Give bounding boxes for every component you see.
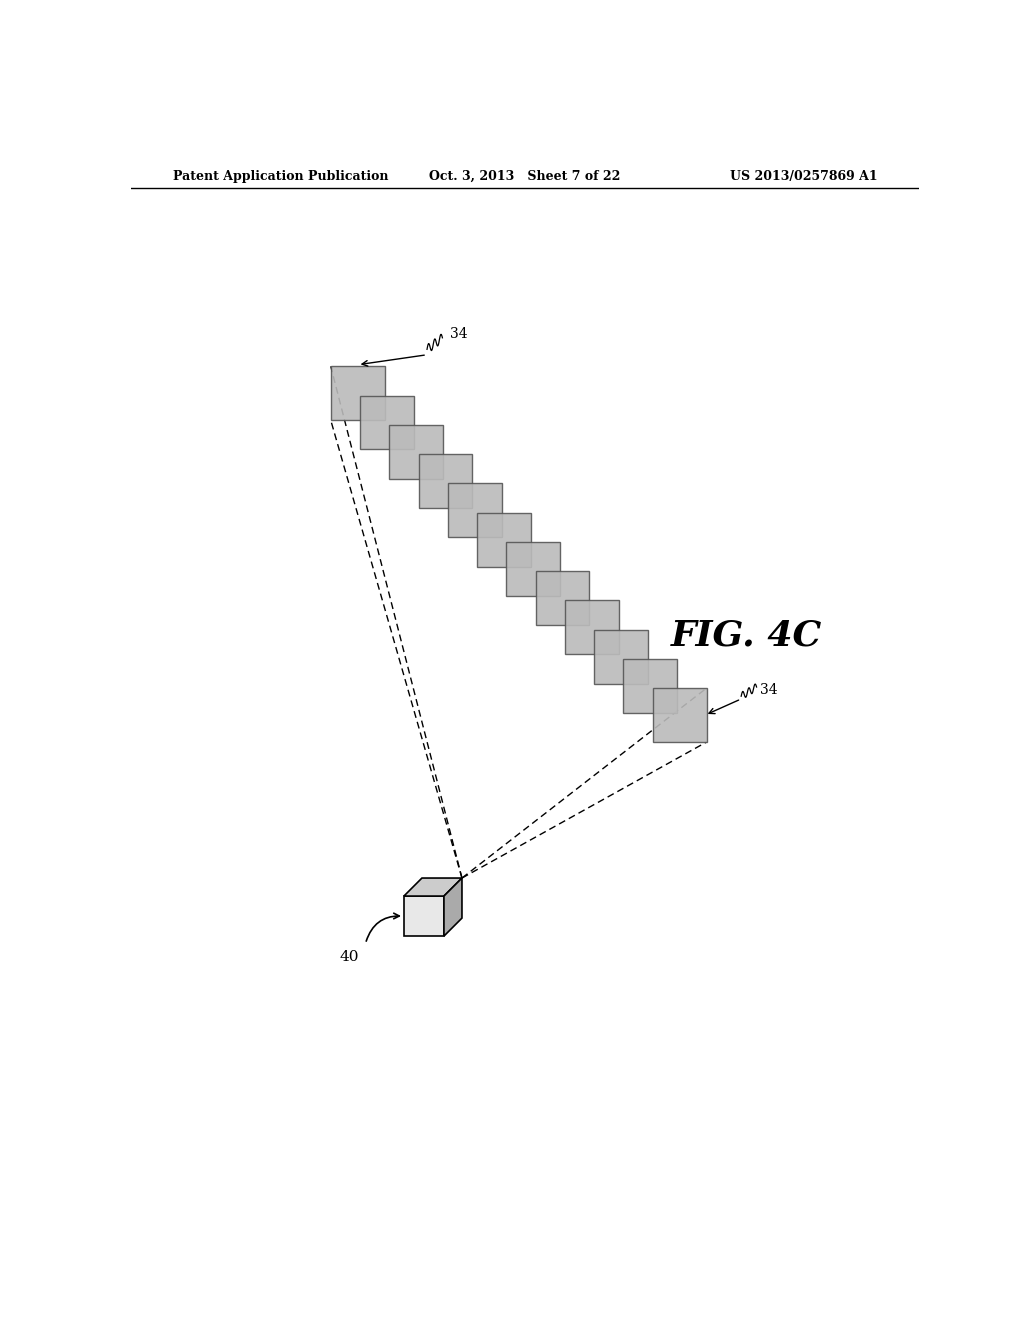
Bar [652, 688, 707, 742]
Text: 34: 34 [761, 682, 778, 697]
Bar [536, 572, 590, 626]
Bar [624, 659, 677, 713]
Polygon shape [403, 878, 462, 896]
Bar [403, 896, 444, 936]
Text: Oct. 3, 2013   Sheet 7 of 22: Oct. 3, 2013 Sheet 7 of 22 [429, 170, 621, 183]
Text: 40: 40 [340, 950, 359, 964]
Bar [447, 483, 502, 537]
Text: Patent Application Publication: Patent Application Publication [173, 170, 388, 183]
Bar [389, 425, 443, 479]
Bar [506, 541, 560, 595]
Text: US 2013/0257869 A1: US 2013/0257869 A1 [730, 170, 878, 183]
Bar [360, 396, 414, 450]
Text: FIG. 4C: FIG. 4C [671, 619, 822, 653]
Bar [565, 601, 618, 655]
Bar [419, 454, 472, 508]
Polygon shape [444, 878, 462, 936]
Text: 34: 34 [451, 327, 468, 341]
Bar [594, 630, 648, 684]
Bar [477, 512, 531, 566]
Bar [331, 367, 385, 420]
